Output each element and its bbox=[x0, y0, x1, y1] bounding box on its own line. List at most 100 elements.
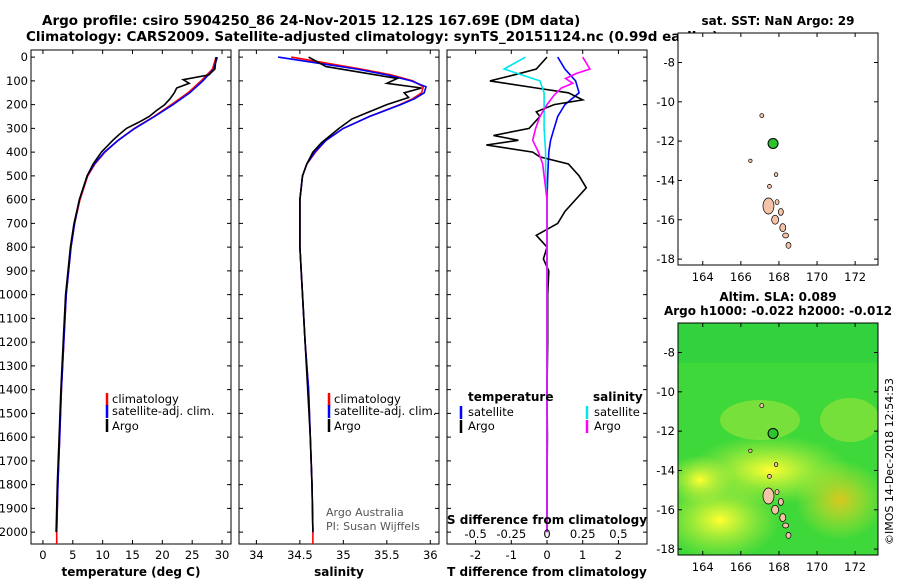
island bbox=[762, 487, 775, 505]
x-tick-label: 30 bbox=[215, 548, 230, 562]
lat-tick-label: -14 bbox=[656, 173, 675, 187]
depth-tick-label: 500 bbox=[6, 169, 28, 183]
island bbox=[785, 531, 792, 539]
lat-tick-label: -10 bbox=[656, 385, 675, 399]
s-tick-label: 0.25 bbox=[570, 527, 596, 541]
island bbox=[759, 113, 765, 118]
lon-tick-label: 170 bbox=[806, 270, 828, 284]
legend-temperature-title: temperature bbox=[468, 390, 553, 404]
depth-tick-label: 400 bbox=[6, 145, 28, 159]
sla-map-title-2: Argo h1000: -0.022 h2000: -0.012 bbox=[664, 304, 892, 318]
legend-argo: Argo bbox=[334, 419, 361, 433]
lon-tick-label: 168 bbox=[768, 270, 790, 284]
island bbox=[767, 184, 772, 189]
x-tick-label: 20 bbox=[155, 548, 170, 562]
lon-tick-label: 166 bbox=[730, 560, 752, 574]
island bbox=[778, 208, 784, 216]
island bbox=[771, 504, 779, 515]
depth-tick-label: 100 bbox=[6, 74, 28, 88]
float-position-marker bbox=[767, 137, 779, 149]
title-line-2: Climatology: CARS2009. Satellite-adjuste… bbox=[26, 29, 719, 45]
title-line-1: Argo profile: csiro 5904250_86 24-Nov-20… bbox=[42, 13, 581, 29]
depth-tick-label: 1400 bbox=[0, 383, 28, 397]
depth-tick-label: 1800 bbox=[0, 478, 28, 492]
salinity-legend: climatology satellite-adj. clim. Argo bbox=[327, 392, 436, 433]
s-tick-label: 0 bbox=[543, 527, 550, 541]
sst-map: -8 -10 -12 -14 -16 -18 164 166 168 170 172 bbox=[656, 32, 879, 284]
x-tick-label: 35 bbox=[336, 548, 351, 562]
lat-tick-label: -16 bbox=[656, 503, 675, 517]
lat-tick-label: -8 bbox=[664, 345, 675, 359]
credit-pi: PI: Susan Wijffels bbox=[326, 520, 420, 533]
depth-tick-label: 1700 bbox=[0, 454, 28, 468]
depth-tick-label: 900 bbox=[6, 264, 28, 278]
depth-tick-label: 2000 bbox=[0, 525, 28, 539]
island bbox=[748, 448, 753, 453]
series-s-argo bbox=[531, 56, 592, 533]
footer-credit: ©IMOS 14-Dec-2018 12:54:53 bbox=[883, 378, 896, 545]
island bbox=[771, 214, 779, 225]
lat-tick-label: -12 bbox=[656, 424, 675, 438]
x-tick-label: 35.5 bbox=[374, 548, 400, 562]
x-tick-label: 10 bbox=[95, 548, 110, 562]
s-tick-label: -0.25 bbox=[496, 527, 526, 541]
x-tick-label: 0 bbox=[543, 548, 550, 562]
x-tick-label: 2 bbox=[615, 548, 622, 562]
island bbox=[748, 158, 753, 163]
lat-tick-label: -18 bbox=[656, 542, 675, 556]
island bbox=[779, 513, 787, 522]
difference-legend: temperature satellite Argo salinity sate… bbox=[459, 390, 643, 433]
legend-t-satellite: satellite bbox=[468, 405, 514, 419]
island bbox=[762, 197, 775, 215]
lon-tick-label: 166 bbox=[730, 270, 752, 284]
t-difference-xlabel: T difference from climatology bbox=[447, 565, 647, 579]
x-tick-label: 1 bbox=[579, 548, 586, 562]
legend-satellite: satellite-adj. clim. bbox=[334, 404, 436, 418]
credit-org: Argo Australia bbox=[326, 506, 404, 519]
depth-tick-label: 200 bbox=[6, 98, 28, 112]
salinity-panel: 34 34.5 35 35.5 36 salinity climatology sate… bbox=[238, 49, 440, 579]
difference-panel: -2 -1 0 1 2 T difference from climatology S … bbox=[446, 49, 648, 579]
island bbox=[779, 223, 787, 232]
sst-map-title: sat. SST: NaN Argo: 29 bbox=[701, 14, 854, 28]
island bbox=[767, 474, 772, 479]
x-tick-label: -2 bbox=[470, 548, 481, 562]
s-tick-label: -0.5 bbox=[464, 527, 486, 541]
depth-tick-label: 1500 bbox=[0, 406, 28, 420]
depth-tick-label: 300 bbox=[6, 121, 28, 135]
island bbox=[774, 199, 780, 205]
depth-tick-label: 1100 bbox=[0, 311, 28, 325]
legend-t-argo: Argo bbox=[468, 419, 495, 433]
lat-tick-label: -8 bbox=[664, 55, 675, 69]
island bbox=[782, 232, 789, 239]
lat-tick-label: -14 bbox=[656, 463, 675, 477]
island bbox=[785, 241, 792, 249]
depth-tick-label: 1300 bbox=[0, 359, 28, 373]
depth-tick-label: 600 bbox=[6, 193, 28, 207]
legend-s-satellite: satellite bbox=[594, 405, 640, 419]
legend-s-argo: Argo bbox=[594, 419, 621, 433]
legend-satellite: satellite-adj. clim. bbox=[112, 404, 214, 418]
s-tick-label: 0.5 bbox=[609, 527, 627, 541]
lat-tick-label: -12 bbox=[656, 134, 675, 148]
island bbox=[782, 522, 789, 529]
island bbox=[759, 403, 765, 408]
legend-climatology: climatology bbox=[334, 392, 401, 406]
lon-tick-label: 170 bbox=[806, 560, 828, 574]
depth-tick-label: 0 bbox=[21, 50, 28, 64]
x-tick-label: 25 bbox=[185, 548, 200, 562]
x-tick-label: 36 bbox=[423, 548, 438, 562]
temperature-panel: 0100200300400500600700800900100011001200… bbox=[0, 49, 232, 579]
depth-tick-label: 700 bbox=[6, 216, 28, 230]
island bbox=[778, 498, 784, 506]
series-t-argo bbox=[486, 56, 588, 533]
legend-argo: Argo bbox=[112, 419, 139, 433]
depth-tick-label: 1200 bbox=[0, 335, 28, 349]
x-tick-label: 15 bbox=[125, 548, 140, 562]
legend-salinity-title: salinity bbox=[593, 390, 643, 404]
temperature-xlabel: temperature (deg C) bbox=[62, 565, 201, 579]
salinity-xlabel: salinity bbox=[314, 565, 364, 579]
island bbox=[774, 489, 780, 495]
sla-map-title-1: Altim. SLA: 0.089 bbox=[719, 290, 836, 304]
